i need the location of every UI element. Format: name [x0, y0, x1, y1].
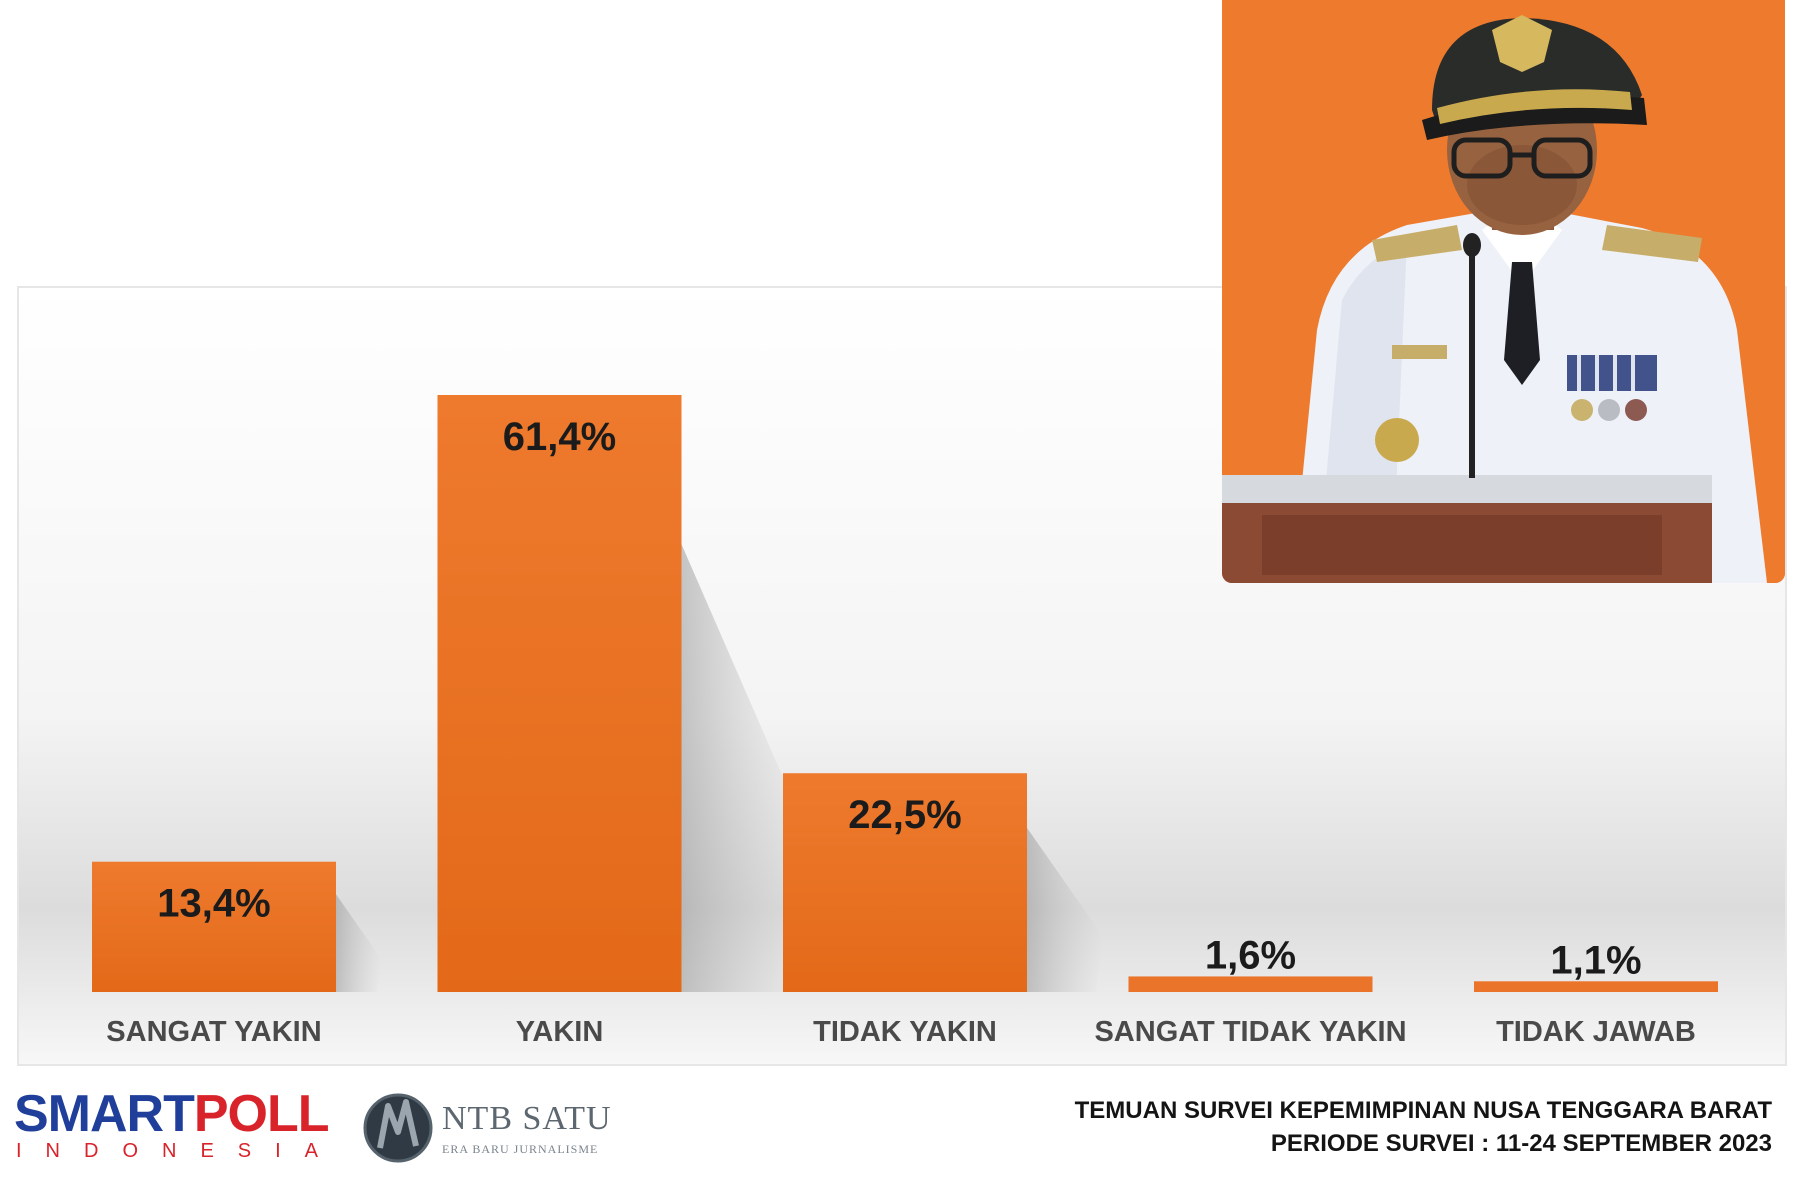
bar [1128, 976, 1373, 992]
category-label: SANGAT YAKIN [106, 1016, 321, 1048]
category-label: SANGAT TIDAK YAKIN [1094, 1016, 1406, 1048]
bar-value-label: 22,5% [848, 793, 961, 837]
smartpoll-wordmark: SMARTPOLL [14, 1085, 330, 1143]
ntb-satu-tagline: ERA BARU JURNALISME [442, 1142, 599, 1156]
bar-value-label: 1,6% [1205, 933, 1296, 977]
governor-portrait-image [1222, 0, 1785, 583]
survey-period: PERIODE SURVEI : 11-24 SEPTEMBER 2023 [1270, 1130, 1772, 1157]
category-label: YAKIN [516, 1016, 604, 1048]
bar-chart: 13,4% SANGAT YAKIN 61,4% YAKIN 22,5% TIDAK YA… [92, 395, 1718, 1048]
category-label: TIDAK JAWAB [1496, 1016, 1696, 1048]
bar-value-label: 13,4% [157, 882, 270, 926]
bar-shadow [1027, 827, 1104, 992]
bar-value-label: 61,4% [503, 415, 616, 459]
ntb-satu-name: NTB SATU [442, 1100, 612, 1137]
bar [1474, 981, 1718, 992]
survey-caption: TEMUAN SURVEI KEPEMIMPINAN NUSA TENGGARA… [1075, 1094, 1772, 1160]
bar [783, 773, 1027, 992]
bar [92, 861, 336, 992]
survey-title: TEMUAN SURVEI KEPEMIMPINAN NUSA TENGGARA… [1074, 1097, 1772, 1124]
smartpoll-subtitle: INDONESIA [16, 1140, 343, 1162]
category-label: TIDAK YAKIN [813, 1016, 997, 1048]
bar-value-label: 1,1% [1550, 938, 1641, 982]
bar-shadow [681, 544, 812, 992]
bar-shadow [336, 894, 382, 992]
ntb-satu-logo: NTB SATU ERA BARU JURNALISME [362, 1088, 632, 1164]
bar [437, 395, 682, 992]
ntb-satu-emblem-icon [363, 1093, 433, 1163]
smartpoll-logo: SMARTPOLL INDONESIA [14, 1085, 344, 1162]
